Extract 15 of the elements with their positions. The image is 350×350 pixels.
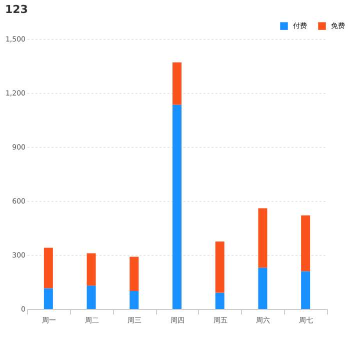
bar [215,242,224,293]
bar [86,253,96,286]
bar [86,286,96,309]
bar [130,291,139,309]
chart-title: 123 [4,3,28,16]
bar [258,268,268,309]
bar [44,288,53,309]
bar [258,208,268,268]
bar [44,248,53,288]
bar [130,256,139,291]
bar [172,104,182,309]
bar [301,215,310,272]
bar [172,62,182,105]
bar [301,271,310,309]
bar [215,292,224,309]
